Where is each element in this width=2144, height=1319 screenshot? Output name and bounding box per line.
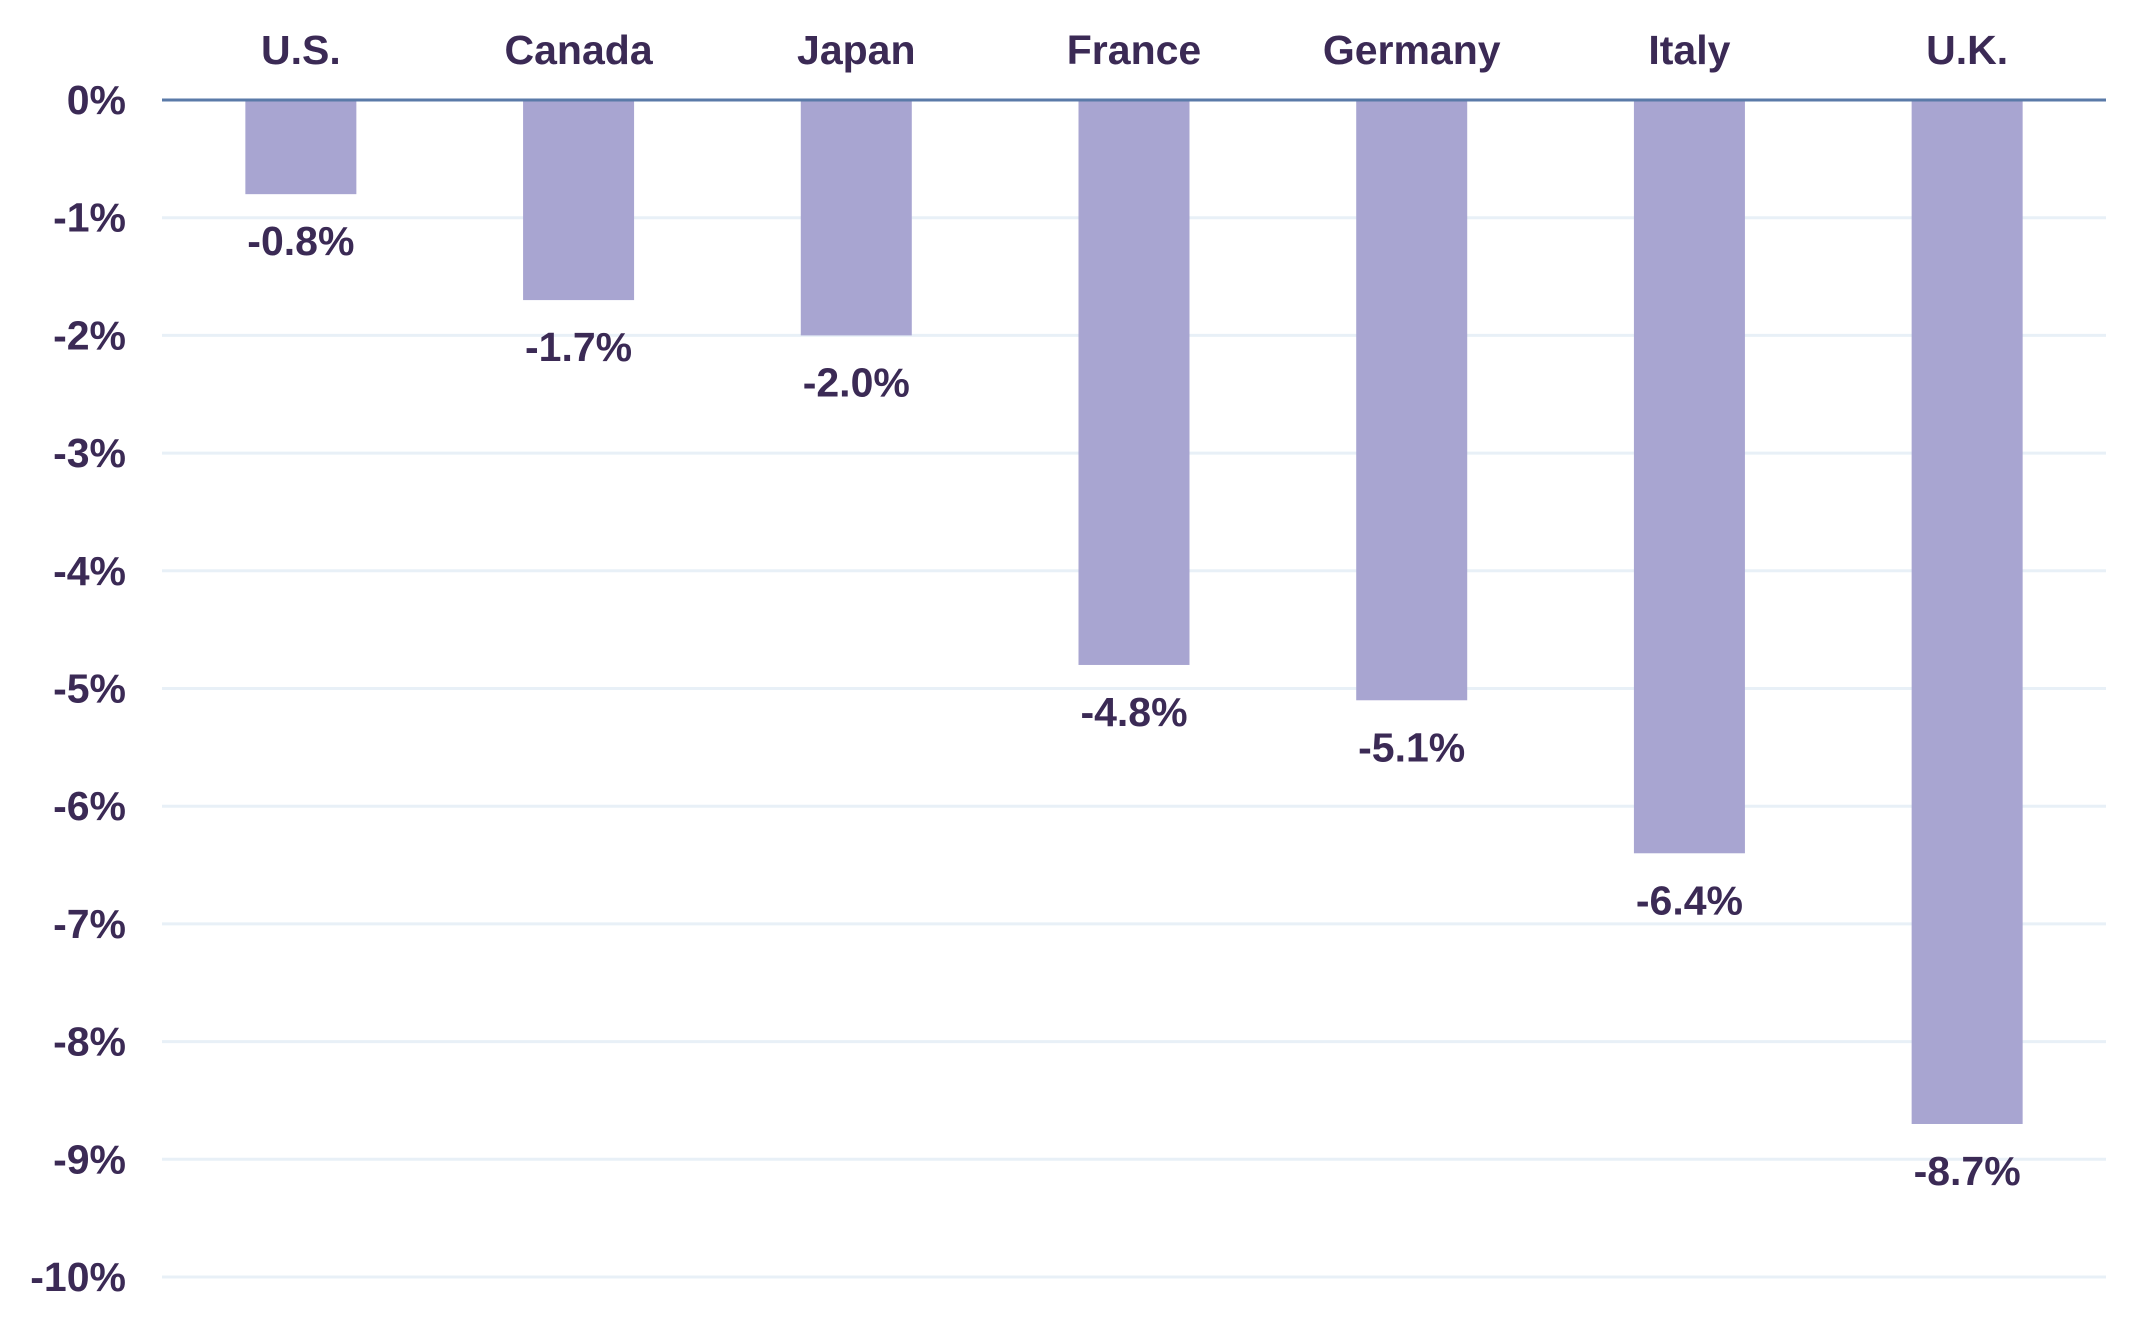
bars [245,100,2023,1124]
y-tick-label: -8% [53,1019,126,1065]
bar-france [1078,100,1190,665]
category-label: Japan [797,27,916,73]
y-tick-label: -7% [53,901,126,947]
category-label: Italy [1648,27,1730,73]
category-label: U.K. [1926,27,2008,73]
y-tick-label: -1% [53,195,126,241]
data-label: -5.1% [1358,724,1465,770]
y-tick-label: -3% [53,430,126,476]
data-label: -4.8% [1080,689,1187,735]
data-labels: -0.8% -1.7% -2.0% -4.8% -5.1% -6.4% -8.7% [247,218,2020,1194]
y-tick-label: -5% [53,666,126,712]
data-label: -2.0% [803,359,910,405]
category-label: Canada [505,27,654,73]
y-tick-label: -10% [30,1254,126,1300]
bar-japan [800,100,912,336]
category-label: France [1067,27,1201,73]
y-tick-label: -6% [53,783,126,829]
y-tick-label: -2% [53,312,126,358]
y-tick-label: 0% [67,77,126,123]
bar-canada [523,100,635,301]
category-labels: U.S. Canada Japan France Germany Italy U.K. [261,27,2008,73]
category-label: Germany [1323,27,1501,73]
y-axis-tick-labels: 0% -1% -2% -3% -4% -5% -6% -7% -8% -9% -10% [30,77,126,1300]
data-label: -8.7% [1914,1148,2021,1194]
y-tick-label: -9% [53,1136,126,1182]
y-tick-label: -4% [53,548,126,594]
bar-germany [1356,100,1468,701]
data-label: -6.4% [1636,877,1743,923]
gridlines [162,216,2106,1279]
category-label: U.S. [261,27,341,73]
data-label: -0.8% [247,218,354,264]
bar-italy [1633,100,1745,854]
bar-uk [1911,100,2023,1124]
data-label: -1.7% [525,324,632,370]
bar-us [245,100,357,195]
